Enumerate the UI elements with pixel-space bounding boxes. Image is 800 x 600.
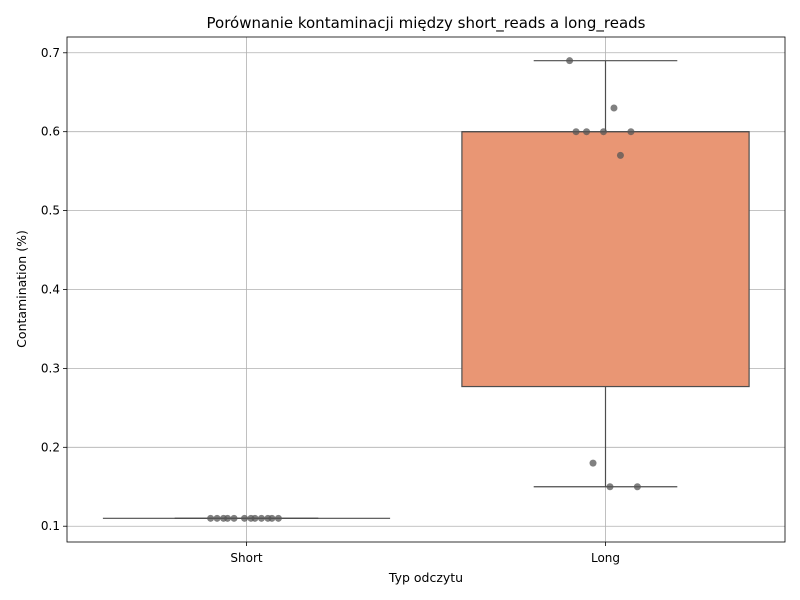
data-point-long	[572, 128, 580, 136]
data-point-short	[240, 514, 248, 522]
data-point-short	[274, 514, 282, 522]
chart-title: Porównanie kontaminacji między short_rea…	[207, 14, 646, 33]
data-point-long	[583, 128, 591, 136]
y-tick-label: 0.3	[41, 361, 60, 375]
y-tick-label: 0.6	[41, 125, 60, 139]
data-point-long	[599, 128, 607, 136]
data-point-long	[616, 151, 624, 159]
box-long	[461, 131, 750, 388]
data-point-short	[230, 514, 238, 522]
x-axis-label: Typ odczytu	[388, 570, 463, 585]
y-tick-label: 0.7	[41, 46, 60, 60]
point-layer	[207, 57, 641, 522]
data-point-long	[566, 57, 574, 65]
y-axis-label: Contamination (%)	[14, 230, 29, 348]
axis-layer: 0.1 0.2 0.3 0.4 0.5 0.6 0.7 Short Long	[41, 46, 620, 565]
data-point-long	[627, 128, 635, 136]
x-tick-label-short: Short	[230, 551, 262, 565]
data-point-short	[247, 514, 255, 522]
y-tick-label: 0.1	[41, 519, 60, 533]
data-point-short	[213, 514, 221, 522]
y-tick-label: 0.2	[41, 440, 60, 454]
data-point-short	[264, 514, 272, 522]
x-tick-label-long: Long	[591, 551, 620, 565]
data-point-long	[606, 483, 614, 491]
data-point-short	[220, 514, 228, 522]
data-point-short	[207, 514, 215, 522]
y-tick-label: 0.5	[41, 204, 60, 218]
data-point-short	[257, 514, 265, 522]
data-point-long	[610, 104, 618, 112]
data-point-long	[633, 483, 641, 491]
y-tick-label: 0.4	[41, 283, 60, 297]
data-point-long	[589, 459, 597, 467]
